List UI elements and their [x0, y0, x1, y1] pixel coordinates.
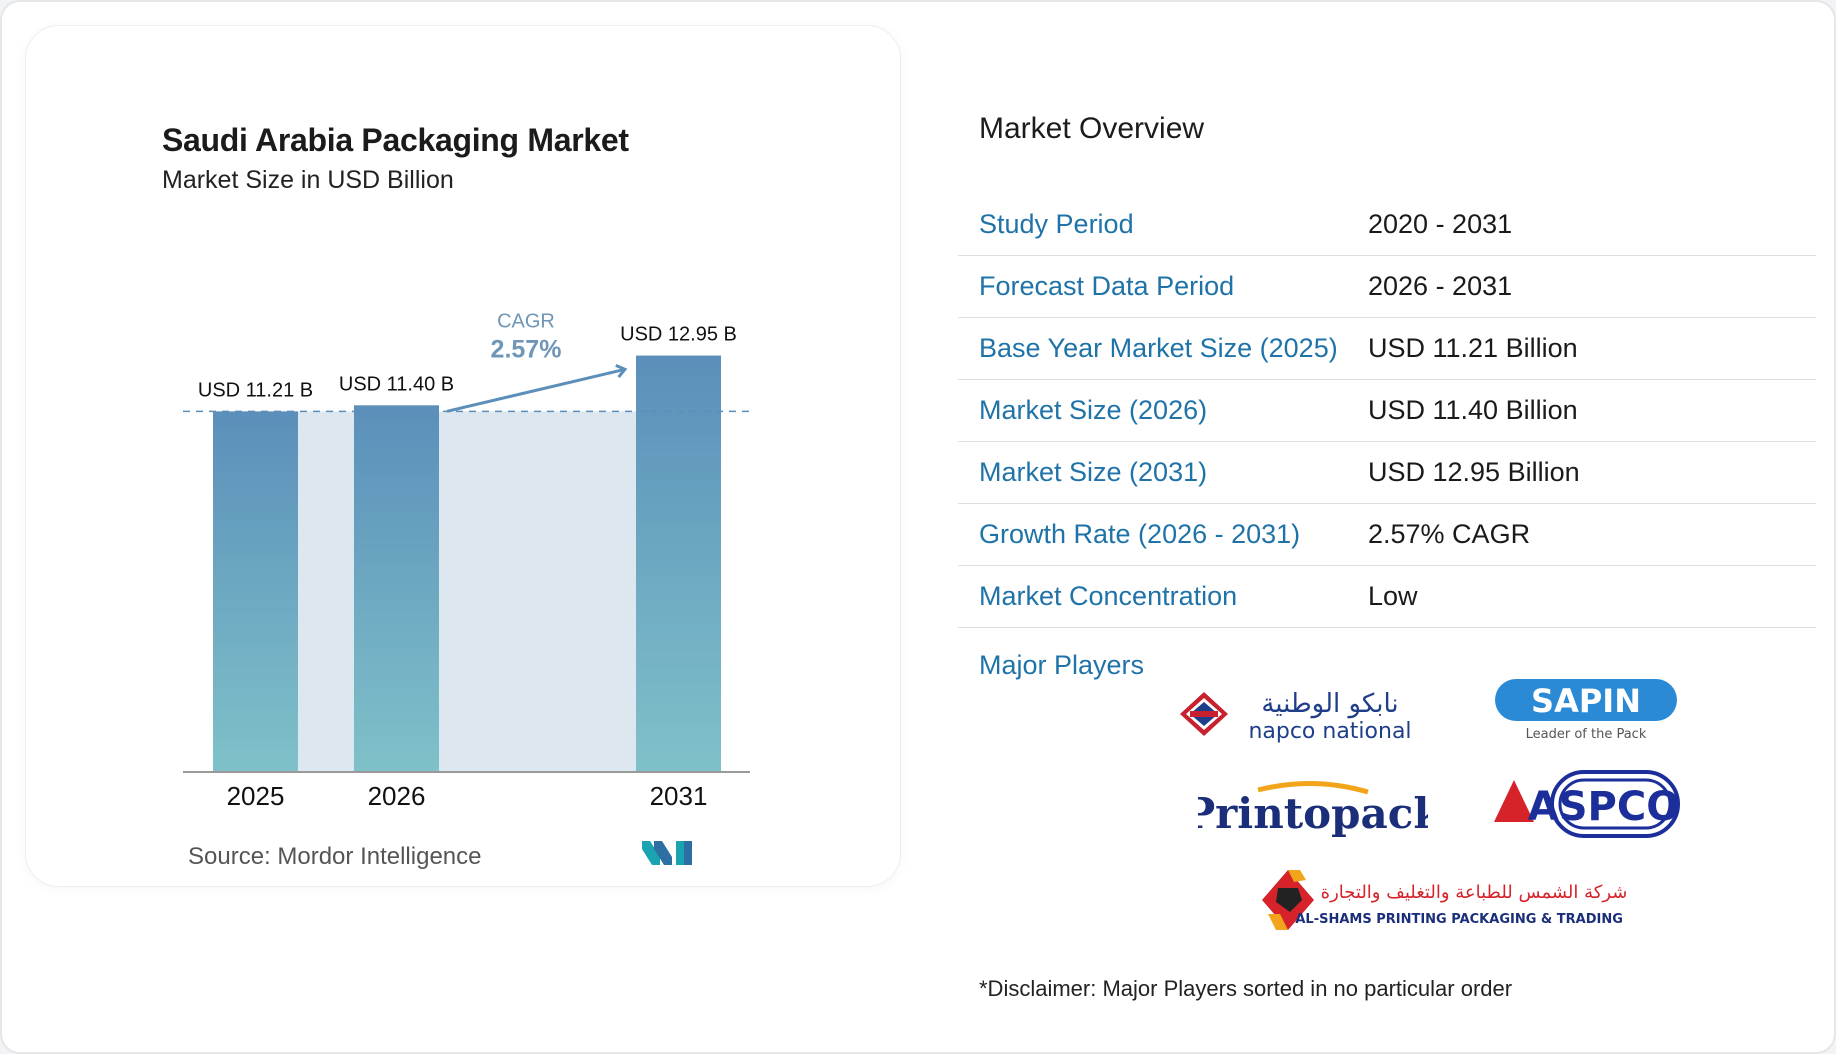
row-label: Growth Rate (2026 - 2031) [979, 519, 1301, 549]
row-value: 2.57% CAGR [1368, 519, 1531, 549]
table-row: Market Size (2031) USD 12.95 Billion [958, 442, 1816, 504]
row-label: Base Year Market Size (2025) [979, 333, 1338, 363]
printopack-logo: Printopack [1198, 780, 1428, 838]
table-row: Market Size (2026) USD 11.40 Billion [958, 380, 1816, 442]
sapin-logo: SAPIN Leader of the Pack [1495, 679, 1677, 742]
bar-2026 [354, 405, 439, 771]
x-tick-label-2026: 2026 [368, 781, 426, 811]
data-label-2026: USD 11.40 B [339, 373, 454, 395]
row-value: Low [1368, 581, 1418, 611]
svg-text:napco national: napco national [1248, 719, 1411, 744]
disclaimer-text: *Disclaimer: Major Players sorted in no … [979, 976, 1513, 1001]
row-value: USD 11.40 Billion [1368, 395, 1578, 425]
row-label: Market Concentration [979, 581, 1238, 611]
data-label-2025: USD 11.21 B [198, 379, 313, 401]
svg-text:AL-SHAMS PRINTING PACKAGING &: AL-SHAMS PRINTING PACKAGING & TRADING CO… [1295, 912, 1628, 927]
x-tick-label-2031: 2031 [650, 781, 708, 811]
napco-national-logo: نابكو الوطنية napco national [1180, 689, 1412, 744]
source-text: Source: Mordor Intelligence [188, 843, 482, 870]
major-players-label: Major Players [979, 650, 1145, 680]
row-value: 2026 - 2031 [1368, 271, 1513, 301]
mordor-intelligence-logo [642, 841, 692, 865]
row-label: Market Size (2026) [979, 395, 1208, 425]
svg-text:شركة الشمس للطباعة والتغليف وا: شركة الشمس للطباعة والتغليف والتجارة [1321, 882, 1628, 903]
cagr-arrow [446, 370, 624, 413]
row-value: USD 11.21 Billion [1368, 333, 1578, 363]
table-row: Growth Rate (2026 - 2031) 2.57% CAGR [958, 504, 1816, 566]
row-label: Forecast Data Period [979, 271, 1235, 301]
cagr-value: 2.57% [491, 336, 562, 364]
x-tick-label-2025: 2025 [227, 781, 285, 811]
bar-2025 [213, 411, 298, 771]
row-value: USD 12.95 Billion [1368, 457, 1580, 487]
row-value: 2020 - 2031 [1368, 209, 1513, 239]
table-row: Forecast Data Period 2026 - 2031 [958, 256, 1816, 318]
svg-text:ASPCO: ASPCO [1528, 784, 1680, 830]
table-row: Base Year Market Size (2025) USD 11.21 B… [958, 318, 1816, 380]
overview-table: Study Period 2020 - 2031 Forecast Data P… [958, 194, 1816, 628]
table-row: Study Period 2020 - 2031 [958, 194, 1816, 256]
svg-text:Printopack: Printopack [1198, 789, 1428, 838]
table-row: Market Concentration Low [958, 566, 1816, 628]
chart-subtitle: Market Size in USD Billion [162, 166, 454, 194]
overview-title: Market Overview [979, 112, 1205, 145]
aspco-logo: ASPCO [1494, 770, 1680, 838]
data-label-2031: USD 12.95 B [620, 324, 737, 346]
svg-text:SAPIN: SAPIN [1531, 682, 1641, 720]
row-label: Market Size (2031) [979, 457, 1208, 487]
bar-2031 [636, 355, 721, 771]
svg-text:نابكو الوطنية: نابكو الوطنية [1261, 689, 1398, 719]
bar-chart: USD 11.21 B USD 11.40 B USD 12.95 B 2025 202… [183, 311, 754, 811]
al-shams-logo: شركة الشمس للطباعة والتغليف والتجارة AL-… [1262, 870, 1628, 930]
row-label: Study Period [979, 209, 1134, 239]
chart-title: Saudi Arabia Packaging Market [162, 122, 629, 158]
svg-text:Leader of the Pack: Leader of the Pack [1526, 727, 1647, 742]
cagr-label: CAGR [497, 311, 555, 333]
